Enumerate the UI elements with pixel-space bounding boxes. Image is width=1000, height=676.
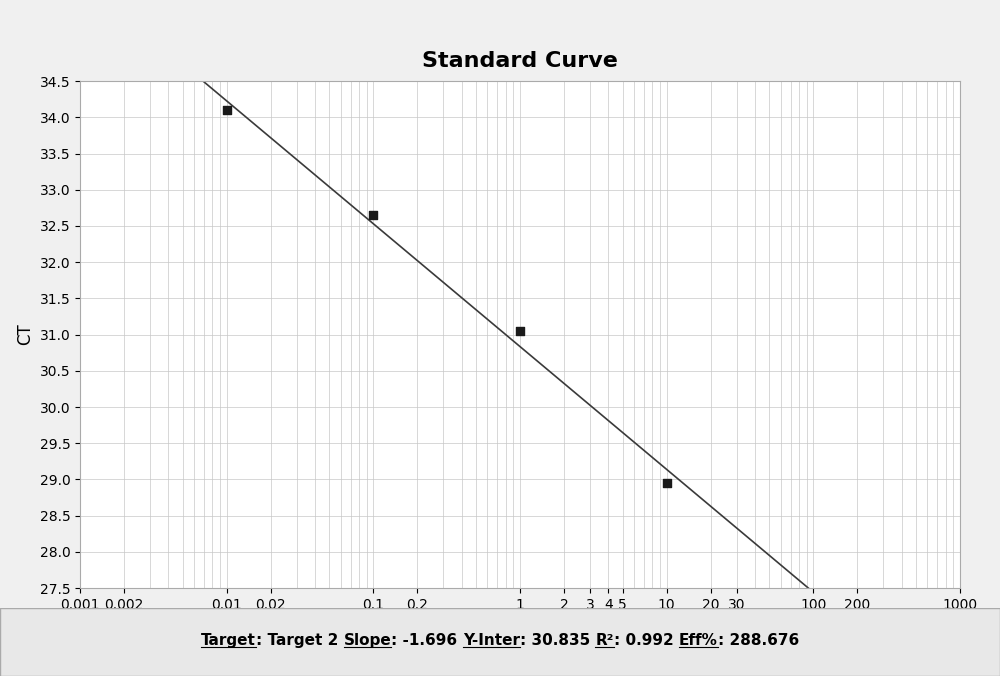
Text: : -1.696: : -1.696 — [391, 633, 463, 648]
Text: : 288.676: : 288.676 — [718, 633, 799, 648]
Point — [365, 210, 381, 220]
X-axis label: Quantity: Quantity — [484, 617, 556, 635]
Title: Standard Curve: Standard Curve — [422, 51, 618, 71]
Text: : Target 2: : Target 2 — [256, 633, 344, 648]
Point — [219, 105, 235, 116]
Text: : 0.992: : 0.992 — [614, 633, 679, 648]
Text: Y-Inter: Y-Inter — [463, 633, 520, 648]
Text: : 30.835: : 30.835 — [520, 633, 595, 648]
Text: Target: Target — [201, 633, 256, 648]
Point — [512, 326, 528, 337]
Y-axis label: CT: CT — [16, 324, 34, 345]
Text: Eff%: Eff% — [679, 633, 718, 648]
Text: Slope: Slope — [344, 633, 391, 648]
Text: R²: R² — [595, 633, 614, 648]
Point — [659, 478, 675, 489]
